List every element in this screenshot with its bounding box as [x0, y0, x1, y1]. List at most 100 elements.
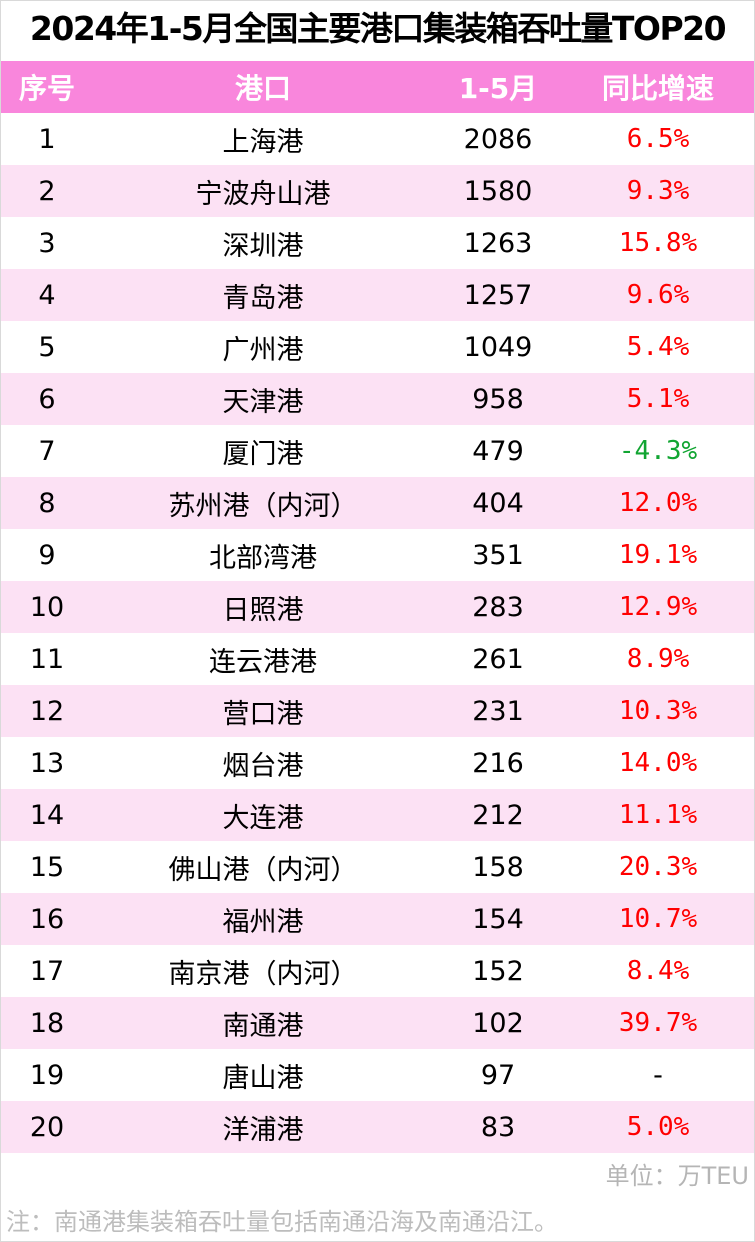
- table-body: 1 上海港 2086 6.5% 2 宁波舟山港 1580 9.3% 3 深圳港 1263 15.8% 4…: [1, 113, 754, 1153]
- volume-cell: 1257: [463, 279, 533, 311]
- port-cell: 唐山港: [222, 1062, 304, 1094]
- volume-cell: 479: [472, 435, 524, 467]
- port-cell: 苏州港（内河）: [168, 490, 358, 522]
- growth-cell: 14.0%: [618, 748, 698, 778]
- port-cell: 上海港: [222, 126, 304, 158]
- port-cell: 营口港: [222, 698, 304, 730]
- table-header: 序号 港口 1-5月 同比增速: [1, 61, 754, 113]
- volume-cell: 102: [472, 1007, 524, 1039]
- ranking-table: 序号 港口 1-5月 同比增速 1 上海港 2086 6.5% 2 宁波舟山港 1580 9.…: [1, 61, 754, 1153]
- footnote: 注：南通港集装箱吞吐量包括南通沿海及南通沿江。: [6, 1208, 558, 1236]
- rank-cell: 18: [29, 1007, 65, 1039]
- volume-cell: 231: [472, 695, 524, 727]
- header-rank: 序号: [18, 72, 75, 105]
- rank-cell: 11: [29, 643, 65, 675]
- table-row: 8 苏州港（内河） 404 12.0%: [1, 477, 754, 529]
- rank-cell: 7: [38, 435, 56, 467]
- volume-cell: 1263: [463, 227, 533, 259]
- port-cell: 广州港: [222, 334, 304, 366]
- rank-cell: 15: [29, 851, 65, 883]
- volume-cell: 351: [472, 539, 524, 571]
- growth-cell: 12.0%: [618, 488, 698, 518]
- rank-cell: 6: [38, 383, 56, 415]
- rank-cell: 19: [29, 1059, 65, 1091]
- rank-cell: 13: [29, 747, 65, 779]
- volume-cell: 158: [472, 851, 524, 883]
- table-row: 5 广州港 1049 5.4%: [1, 321, 754, 373]
- growth-cell: 5.4%: [626, 332, 690, 362]
- port-cell: 南通港: [222, 1010, 304, 1042]
- growth-cell: 20.3%: [618, 852, 698, 882]
- table-row: 10 日照港 283 12.9%: [1, 581, 754, 633]
- header-growth: 同比增速: [601, 72, 714, 105]
- growth-cell: 9.6%: [626, 280, 690, 310]
- port-cell: 北部湾港: [209, 542, 317, 574]
- rank-cell: 3: [38, 227, 56, 259]
- growth-cell: 11.1%: [618, 800, 698, 830]
- volume-cell: 2086: [463, 123, 533, 155]
- growth-cell: 5.0%: [626, 1112, 690, 1142]
- port-cell: 烟台港: [222, 750, 304, 782]
- page-title: 2024年1-5月全国主要港口集装箱吞吐量TOP20: [29, 9, 727, 48]
- table-row: 9 北部湾港 351 19.1%: [1, 529, 754, 581]
- growth-cell: 19.1%: [618, 540, 698, 570]
- rank-cell: 8: [38, 487, 56, 519]
- volume-cell: 1049: [463, 331, 533, 363]
- unit-label: 单位：万TEU: [605, 1162, 749, 1190]
- port-cell: 厦门港: [222, 438, 304, 470]
- table-row: 12 营口港 231 10.3%: [1, 685, 754, 737]
- port-cell: 日照港: [222, 594, 304, 626]
- rank-cell: 16: [29, 903, 65, 935]
- volume-cell: 404: [472, 487, 524, 519]
- growth-cell: 39.7%: [618, 1008, 698, 1038]
- table-row: 1 上海港 2086 6.5%: [1, 113, 754, 165]
- growth-cell: 15.8%: [618, 228, 698, 258]
- growth-cell: 10.3%: [618, 696, 698, 726]
- growth-cell: -: [653, 1059, 663, 1091]
- volume-cell: 154: [472, 903, 524, 935]
- table-row: 19 唐山港 97 -: [1, 1049, 754, 1101]
- port-cell: 福州港: [222, 906, 304, 938]
- rank-cell: 17: [29, 955, 65, 987]
- volume-cell: 283: [472, 591, 524, 623]
- rank-cell: 14: [29, 799, 65, 831]
- volume-cell: 212: [472, 799, 524, 831]
- rank-cell: 2: [38, 175, 56, 207]
- table-row: 15 佛山港（内河） 158 20.3%: [1, 841, 754, 893]
- table-row: 11 连云港港 261 8.9%: [1, 633, 754, 685]
- rank-cell: 12: [29, 695, 65, 727]
- port-cell: 青岛港: [222, 282, 304, 314]
- table-row: 18 南通港 102 39.7%: [1, 997, 754, 1049]
- port-cell: 深圳港: [222, 230, 304, 262]
- table-row: 17 南京港（内河） 152 8.4%: [1, 945, 754, 997]
- growth-cell: 5.1%: [626, 384, 690, 414]
- volume-cell: 152: [472, 955, 524, 987]
- volume-cell: 1580: [463, 175, 533, 207]
- port-cell: 洋浦港: [222, 1114, 304, 1146]
- port-cell: 天津港: [222, 386, 304, 418]
- growth-cell: 8.9%: [626, 644, 690, 674]
- volume-cell: 261: [472, 643, 524, 675]
- growth-cell: 12.9%: [618, 592, 698, 622]
- port-cell: 宁波舟山港: [195, 178, 331, 210]
- volume-cell: 958: [472, 383, 524, 415]
- table-row: 14 大连港 212 11.1%: [1, 789, 754, 841]
- growth-cell: 8.4%: [626, 956, 690, 986]
- growth-cell: 10.7%: [618, 904, 698, 934]
- rank-cell: 5: [38, 331, 56, 363]
- rank-cell: 4: [38, 279, 56, 311]
- table-row: 20 洋浦港 83 5.0%: [1, 1101, 754, 1153]
- rank-cell: 20: [29, 1111, 65, 1143]
- volume-cell: 97: [480, 1059, 516, 1091]
- port-cell: 连云港港: [209, 646, 317, 678]
- table-row: 6 天津港 958 5.1%: [1, 373, 754, 425]
- volume-cell: 83: [480, 1111, 516, 1143]
- table-row: 16 福州港 154 10.7%: [1, 893, 754, 945]
- table-row: 2 宁波舟山港 1580 9.3%: [1, 165, 754, 217]
- table-row: 4 青岛港 1257 9.6%: [1, 269, 754, 321]
- growth-cell: 9.3%: [626, 176, 690, 206]
- rank-cell: 1: [38, 123, 56, 155]
- growth-cell: 6.5%: [626, 124, 690, 154]
- volume-cell: 216: [472, 747, 524, 779]
- port-cell: 佛山港（内河）: [168, 854, 358, 886]
